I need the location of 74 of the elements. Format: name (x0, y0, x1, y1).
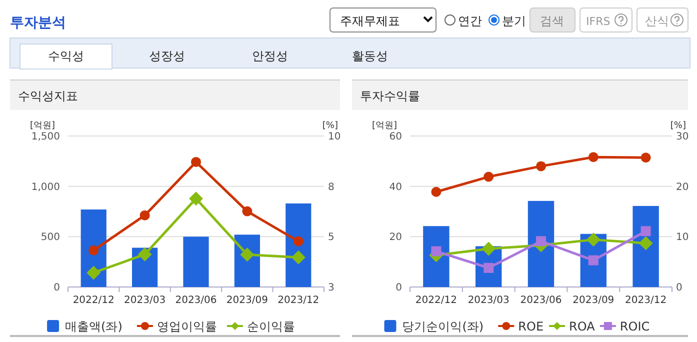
y2-axis-title: [%] (670, 121, 686, 131)
legend-label: 당기순이익(좌) (402, 320, 484, 334)
text: 분기 (502, 14, 526, 28)
text: 검색 (540, 14, 564, 28)
bar (183, 236, 209, 287)
x-tick-label: 2023/06 (520, 295, 562, 306)
x-tick-label: 2023/12 (625, 295, 667, 306)
x-tick-label: 2022/12 (72, 295, 114, 306)
y2-tick-label: 30 (676, 132, 689, 142)
legend-label: ROE (518, 320, 544, 334)
chart-title: 투자수익률 (360, 89, 420, 103)
y2-tick-label: 5 (328, 232, 334, 244)
point (88, 245, 99, 256)
x-tick-label: 2023/06 (175, 295, 217, 306)
point (138, 247, 152, 262)
bar (528, 200, 554, 287)
point (431, 186, 442, 197)
y2-tick-label: 20 (676, 182, 689, 193)
x-tick-label: 2023/09 (572, 295, 614, 306)
point (640, 152, 651, 163)
point (86, 266, 101, 280)
y2-axis-title: [%] (322, 121, 338, 131)
y-tick-label: 60 (389, 132, 402, 142)
text: 연간 (458, 14, 482, 28)
x-tick-label: 2022/12 (415, 295, 457, 306)
x-tick-label: 2023/12 (278, 295, 320, 306)
y2-tick-label: 0 (676, 282, 682, 294)
point (140, 210, 150, 220)
legend-label: 영업이익률 (156, 320, 217, 334)
y-tick-label: 40 (389, 182, 402, 193)
legend-label: 순이익률 (246, 320, 295, 334)
x-tick-label: 2023/03 (124, 295, 166, 306)
legend-label: ROA (569, 320, 596, 334)
y2-tick-label: 10 (676, 232, 689, 244)
text: 수익성 (48, 49, 84, 63)
bar (286, 203, 312, 287)
y2-tick-label: 8 (328, 182, 334, 193)
text: 안정성 (252, 49, 288, 63)
y-tick-label: 0 (396, 282, 402, 294)
y-tick-label: 0 (54, 282, 60, 294)
text: 투자분석 (10, 15, 66, 31)
x-tick-label: 2023/03 (468, 295, 510, 306)
point (586, 232, 600, 247)
point (588, 152, 598, 162)
point (242, 206, 252, 216)
text: 성장성 (149, 49, 185, 63)
text: 활동성 (352, 49, 388, 63)
y-tick-label: 1,500 (31, 132, 60, 142)
point (291, 250, 306, 264)
point (482, 242, 496, 256)
point (536, 161, 546, 172)
x-tick-label: 2023/09 (226, 295, 268, 306)
text: 주재무제표 (340, 14, 400, 28)
y-tick-label: 20 (389, 232, 402, 244)
point (293, 236, 304, 246)
point (640, 226, 651, 236)
y2-tick-label: 3 (328, 282, 334, 294)
chart-title: 수익성지표 (18, 89, 78, 103)
point (484, 172, 494, 182)
point (638, 236, 653, 250)
y2-tick-label: 10 (328, 132, 341, 142)
legend-label: ROIC (620, 320, 650, 334)
y-tick-label: 500 (40, 232, 60, 244)
point (536, 236, 546, 246)
y-axis-title: [억원] (30, 121, 56, 131)
point (189, 192, 203, 206)
y-tick-label: 1,000 (31, 182, 60, 193)
point (431, 246, 442, 256)
text: IFRS (586, 15, 610, 28)
point (191, 156, 201, 167)
point (588, 255, 598, 266)
legend-label: 매출액(좌) (65, 320, 122, 334)
y-axis-title: [억원] (372, 121, 398, 131)
text: 산식 (645, 14, 669, 28)
